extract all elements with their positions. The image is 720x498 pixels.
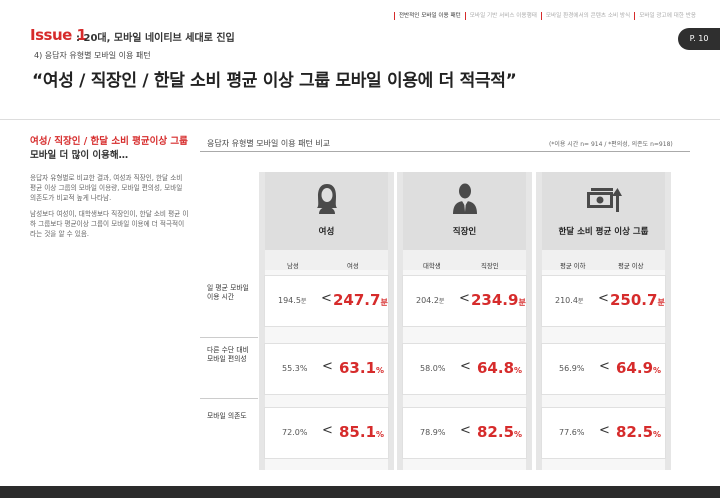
subheader-right: 직장인 <box>481 262 499 270</box>
column-label: 한달 소비 평균 이상 그룹 <box>558 227 649 237</box>
summary-title: 여성/ 직장인 / 한달 소비 평균이상 그룹 모바일 더 많이 이용해… <box>30 135 190 163</box>
table-note: (*이용 시간 n= 914 / *편의성, 의존도 n=918) <box>549 141 673 148</box>
section-subhead: 4) 응답자 유형별 모바일 이용 패턴 <box>34 51 151 60</box>
column-women: 여성 남성 여성 194.5분 < 247.7분 55.3% < 63.1% 7… <box>259 172 394 470</box>
nav-item-ads[interactable]: 모바일 광고에 대한 반응 <box>634 12 700 20</box>
summary-paragraph-2: 남성보다 여성이, 대학생보다 직장인이, 한달 소비 평균 이하 그룹보다 평… <box>30 210 189 238</box>
data-cell: 56.9% < 64.9% <box>542 344 665 394</box>
row-label-usage-time: 일 평균 모바일 이용 시간 <box>207 284 249 301</box>
data-cell: 194.5분 < 247.7분 <box>265 276 388 326</box>
row-label-convenience: 다른 수단 대비 모바일 편의성 <box>207 346 249 363</box>
column-label: 여성 <box>318 227 335 237</box>
issue-title: Issue 1 <box>30 26 87 44</box>
nav-item-usage-pattern[interactable]: 전반적인 모바일 이용 패턴 <box>393 12 465 20</box>
data-cell: 72.0% < 85.1% <box>265 408 388 458</box>
summary-title-red: 여성/ 직장인 / 한달 소비 평균이상 그룹 <box>30 136 188 147</box>
data-cell: 77.6% < 82.5% <box>542 408 665 458</box>
businessman-icon <box>453 183 477 214</box>
row-divider <box>200 398 258 399</box>
subheader-left: 남성 <box>287 262 299 270</box>
subheader-right: 평균 이상 <box>618 262 644 270</box>
summary-paragraph-1: 응답자 유형별로 비교한 결과, 여성과 직장인, 한달 소비 평균 이상 그룹… <box>30 174 183 202</box>
subheader-left: 대학생 <box>423 262 441 270</box>
subheader-right: 여성 <box>347 262 359 270</box>
summary-title-dark: 모바일 더 많이 이용해… <box>30 150 129 161</box>
nav-item-services[interactable]: 모바일 기반 서비스 이용행태 <box>464 12 541 20</box>
data-cell: 58.0% < 64.8% <box>403 344 526 394</box>
column-label: 직장인 <box>452 227 477 237</box>
data-cell: 55.3% < 63.1% <box>265 344 388 394</box>
footer-bar <box>0 486 720 498</box>
divider <box>0 119 720 120</box>
table-rule <box>200 151 690 152</box>
data-cell: 78.9% < 82.5% <box>403 408 526 458</box>
headline: “여성 / 직장인 / 한달 소비 평균 이상 그룹 모바일 이용에 더 적극적… <box>32 71 517 91</box>
data-cell: 204.2분 < 234.9분 <box>403 276 526 326</box>
page-number: P. 10 <box>678 28 720 50</box>
row-label-dependence: 모바일 의존도 <box>207 412 247 420</box>
money-up-icon <box>587 188 622 212</box>
subheader-left: 평균 이하 <box>560 262 586 270</box>
woman-icon <box>317 184 337 214</box>
section-nav: 전반적인 모바일 이용 패턴 모바일 기반 서비스 이용행태 모바일 환경에서의… <box>393 12 700 20</box>
row-divider <box>200 337 258 338</box>
column-office-workers: 직장인 대학생 직장인 204.2분 < 234.9분 58.0% < 64.8… <box>397 172 532 470</box>
issue-subtitle: : 20대, 모바일 네이티브 세대로 진입 <box>76 33 235 44</box>
data-cell: 210.4분 < 250.7분 <box>542 276 665 326</box>
nav-item-content[interactable]: 모바일 환경에서의 콘텐츠 소비 방식 <box>540 12 634 20</box>
column-above-average-spending: 한달 소비 평균 이상 그룹 평균 이하 평균 이상 210.4분 < 250.… <box>536 172 671 470</box>
table-title: 응답자 유형별 모바일 이용 패턴 비교 <box>207 139 331 148</box>
